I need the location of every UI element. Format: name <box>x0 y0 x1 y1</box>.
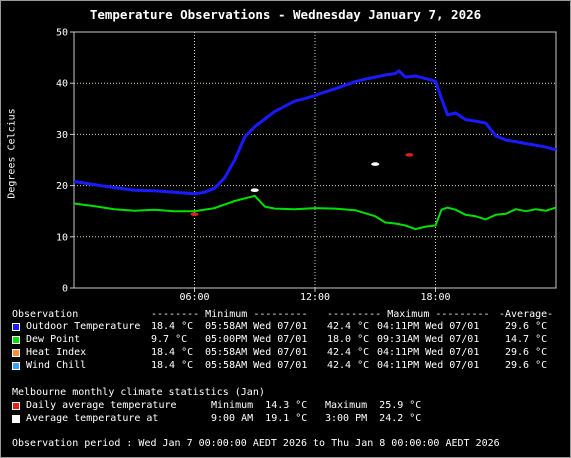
climate-heading: Melbourne monthly climate statistics (Ja… <box>12 387 265 398</box>
row-max-time: 04:11PM Wed 07/01 <box>377 347 480 358</box>
legend-swatch-outdoor-temperature <box>12 323 20 331</box>
y-tick-label: 50 <box>56 28 68 39</box>
row-min-time: 05:58AM Wed 07/01 <box>205 347 308 358</box>
climate-swatch <box>12 415 20 423</box>
row-max-value: 42.4 °C <box>327 360 370 371</box>
x-tick-label: 18:00 <box>420 292 450 300</box>
row-average: 29.6 °C <box>505 321 548 332</box>
climate-row-col1: Minimum 14.3 °C <box>211 400 308 411</box>
row-max-time: 04:11PM Wed 07/01 <box>377 360 480 371</box>
row-average: 29.6 °C <box>505 347 548 358</box>
row-name: Wind Chill <box>26 360 87 371</box>
y-tick-label: 10 <box>56 232 68 243</box>
climate-row-col2: 3:00 PM 24.2 °C <box>325 413 422 424</box>
chart-title: Temperature Observations - Wednesday Jan… <box>89 7 482 22</box>
observation-period: Observation period : Wed Jan 7 00:00:00 … <box>12 438 500 449</box>
row-name: Dew Point <box>26 334 81 345</box>
row-name: Heat Index <box>26 347 87 358</box>
row-average: 14.7 °C <box>505 334 548 345</box>
row-min-value: 9.7 °C <box>151 334 188 345</box>
marker-daily-maximum <box>405 153 414 157</box>
row-min-time: 05:00PM Wed 07/01 <box>205 334 308 345</box>
row-min-value: 18.4 °C <box>151 347 194 358</box>
marker-average-temperature-3-00-pm <box>371 162 380 166</box>
legend-swatch-wind-chill <box>12 362 20 370</box>
row-min-time: 05:58AM Wed 07/01 <box>205 360 308 371</box>
x-tick-label: 12:00 <box>300 292 330 300</box>
climate-row-col2: Maximum 25.9 °C <box>325 400 422 411</box>
row-min-time: 05:58AM Wed 07/01 <box>205 321 308 332</box>
series-line-dew-point <box>73 194 557 231</box>
y-tick-label: 20 <box>56 181 68 192</box>
climate-row-col1: 9:00 AM 19.1 °C <box>211 413 308 424</box>
marker-daily-minimum <box>190 212 199 217</box>
row-max-value: 42.4 °C <box>327 347 370 358</box>
y-tick-label: 30 <box>56 130 68 141</box>
row-max-time: 09:31AM Wed 07/01 <box>377 334 480 345</box>
x-tick-label: 06:00 <box>179 292 209 300</box>
table-header-average: -Average- <box>499 309 554 320</box>
marker-average-temperature-9-00-am <box>250 188 259 193</box>
legend-swatch-dew-point <box>12 336 20 344</box>
row-max-value: 42.4 °C <box>327 321 370 332</box>
series-line-outdoor-temperature <box>73 69 557 196</box>
plot-area: 0 10 20 30 40 50 06:00 12:00 18:00 <box>56 28 557 300</box>
row-max-time: 04:11PM Wed 07/01 <box>377 321 480 332</box>
climate-row-name: Average temperature at <box>26 413 159 424</box>
table-header-observation: Observation <box>12 309 79 320</box>
row-max-value: 18.0 °C <box>327 334 370 345</box>
y-tick-label: 0 <box>62 284 68 295</box>
row-average: 29.6 °C <box>505 360 548 371</box>
row-min-value: 18.4 °C <box>151 360 194 371</box>
climate-swatch <box>12 402 20 410</box>
plot-border <box>73 31 557 289</box>
climate-row-name: Daily average temperature <box>26 400 177 411</box>
y-tick-label: 40 <box>56 79 68 90</box>
legend-swatch-heat-index <box>12 349 20 357</box>
table-header-maximum: --------- Maximum --------- <box>327 309 490 320</box>
row-name: Outdoor Temperature <box>26 321 141 332</box>
row-min-value: 18.4 °C <box>151 321 194 332</box>
table-header-minimum: -------- Minimum --------- <box>151 309 308 320</box>
